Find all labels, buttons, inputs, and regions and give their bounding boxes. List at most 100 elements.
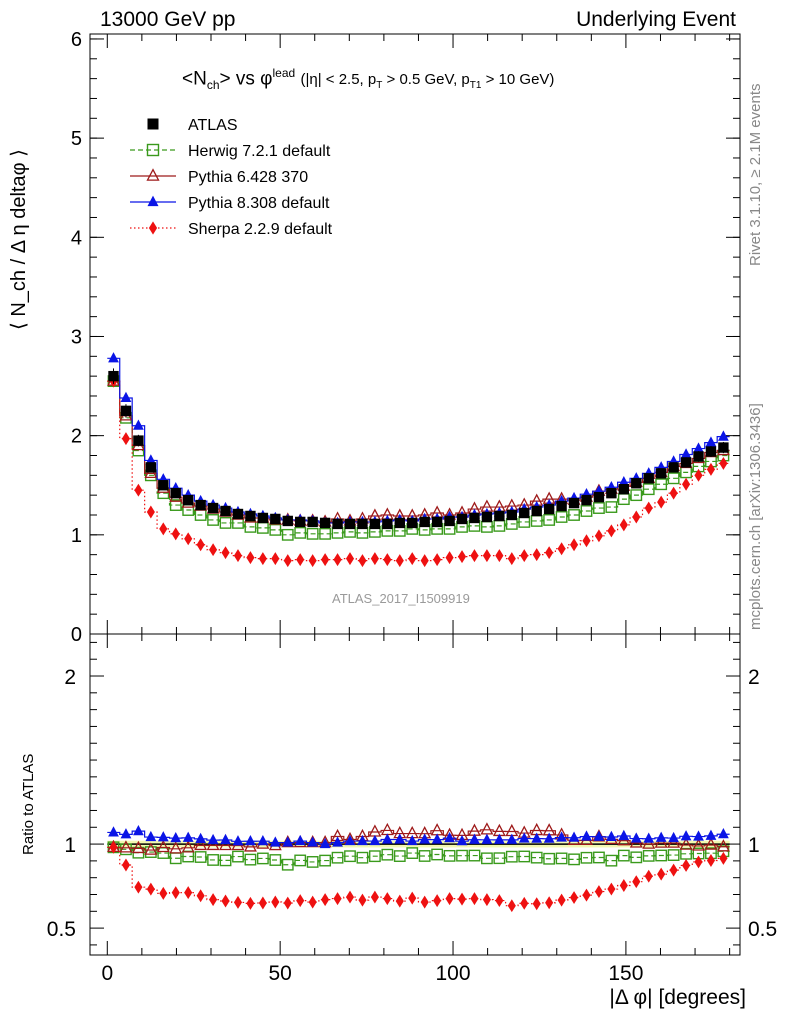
ratio-point <box>368 850 381 863</box>
data-point <box>680 457 692 468</box>
y-tick-label: 3 <box>71 326 82 348</box>
ratio-point <box>581 830 592 841</box>
ratio-point <box>146 882 155 896</box>
data-point <box>543 514 556 526</box>
header-left: 13000 GeV pp <box>100 8 236 31</box>
ratio-point <box>532 897 541 911</box>
data-point <box>358 554 367 568</box>
data-point <box>220 505 231 517</box>
ratio-point <box>520 896 529 910</box>
data-point <box>269 523 282 536</box>
data-point <box>257 512 269 524</box>
ratio-point <box>232 835 244 846</box>
data-point <box>345 552 355 566</box>
ratio-point <box>694 855 703 869</box>
ratio-point <box>719 851 728 865</box>
ratio-point <box>144 842 158 855</box>
data-point <box>108 352 119 363</box>
data-point <box>569 538 579 552</box>
ratio-point <box>457 892 467 906</box>
ratio-point <box>207 833 219 845</box>
ratio-point <box>181 840 195 853</box>
ratio-point <box>531 832 543 843</box>
data-point <box>669 486 678 500</box>
ratio-point <box>456 834 468 846</box>
data-point <box>133 419 144 430</box>
ratio-point <box>556 831 567 842</box>
data-point <box>133 435 144 446</box>
ratio-point <box>593 851 605 864</box>
ratio-point <box>619 879 628 892</box>
ratio-point <box>657 867 666 881</box>
data-point <box>632 510 641 524</box>
data-point <box>296 553 305 567</box>
data-point <box>457 550 467 564</box>
ratio-point <box>131 840 145 854</box>
data-point <box>246 551 255 565</box>
ratio-point <box>470 892 479 906</box>
ratio-point <box>219 854 232 867</box>
ratio-point <box>244 853 257 866</box>
ratio-point <box>281 858 294 871</box>
ratio-point <box>257 834 269 846</box>
ratio-point <box>258 896 267 910</box>
y-axis-label-main: ⟨ N_ch / Δ η deltaφ ⟩ <box>8 149 30 330</box>
ratio-tick-label: 2 <box>64 666 76 689</box>
plot-title: <Nch> vs φlead (|η| < 2.5, pT > 0.5 GeV,… <box>182 66 554 92</box>
ratio-point <box>271 895 280 909</box>
data-point <box>420 554 429 568</box>
ratio-point <box>159 886 168 900</box>
series-sherpa <box>107 374 730 913</box>
plot-title-cuts: (|η| < 2.5, pT > 0.5 GeV, pT1 > 10 GeV) <box>300 71 555 92</box>
data-point <box>556 500 567 512</box>
data-point <box>321 553 330 567</box>
ratio-point <box>194 851 207 863</box>
data-point <box>182 494 194 506</box>
data-point <box>207 502 219 514</box>
ratio-point <box>718 828 729 839</box>
ratio-point <box>256 852 269 865</box>
ratio-point <box>184 886 193 900</box>
ratio-tick-label-right: 2 <box>748 666 760 689</box>
data-point <box>444 515 455 527</box>
ratio-point <box>654 835 668 848</box>
ratio-point <box>393 850 406 862</box>
ratio-point <box>495 894 504 908</box>
ratio-point <box>667 849 680 861</box>
ratio-point <box>308 895 317 909</box>
ratio-point <box>682 858 691 872</box>
data-point <box>108 370 119 382</box>
legend-marker <box>147 118 159 130</box>
legend-entry-atlas: ATLAS <box>147 117 238 134</box>
ratio-point <box>121 858 131 872</box>
ratio-point <box>182 831 194 842</box>
ratio-point <box>209 893 218 907</box>
ratio-point <box>120 828 132 839</box>
ratio-point <box>493 852 506 865</box>
ratio-point <box>594 885 603 899</box>
data-point <box>619 518 628 532</box>
x-tick-label: 150 <box>608 962 643 985</box>
mcplots-label: mcplots.cern.ch [arXiv:1306.3436] <box>747 403 764 630</box>
legend-entry-herwig: Herwig 7.2.1 default <box>130 143 331 160</box>
ratio-point <box>134 880 143 894</box>
ratio-point <box>433 894 442 908</box>
data-point <box>531 505 542 517</box>
data-point <box>470 549 479 563</box>
data-point <box>495 549 504 563</box>
ratio-point <box>344 850 356 863</box>
ratio-point <box>431 848 444 861</box>
data-point <box>557 542 566 556</box>
ratio-tick-label: 0.5 <box>47 918 76 941</box>
series-line-ratio <box>107 830 730 845</box>
data-point <box>705 446 717 457</box>
y-tick-label: 4 <box>71 227 82 249</box>
ratio-point <box>568 831 580 842</box>
data-point <box>519 507 530 519</box>
plot-title-sup: lead <box>272 66 296 80</box>
data-point <box>507 552 516 566</box>
data-point <box>207 514 219 526</box>
data-point <box>258 552 267 566</box>
y-tick-label: 5 <box>71 128 82 150</box>
data-point <box>333 553 342 567</box>
